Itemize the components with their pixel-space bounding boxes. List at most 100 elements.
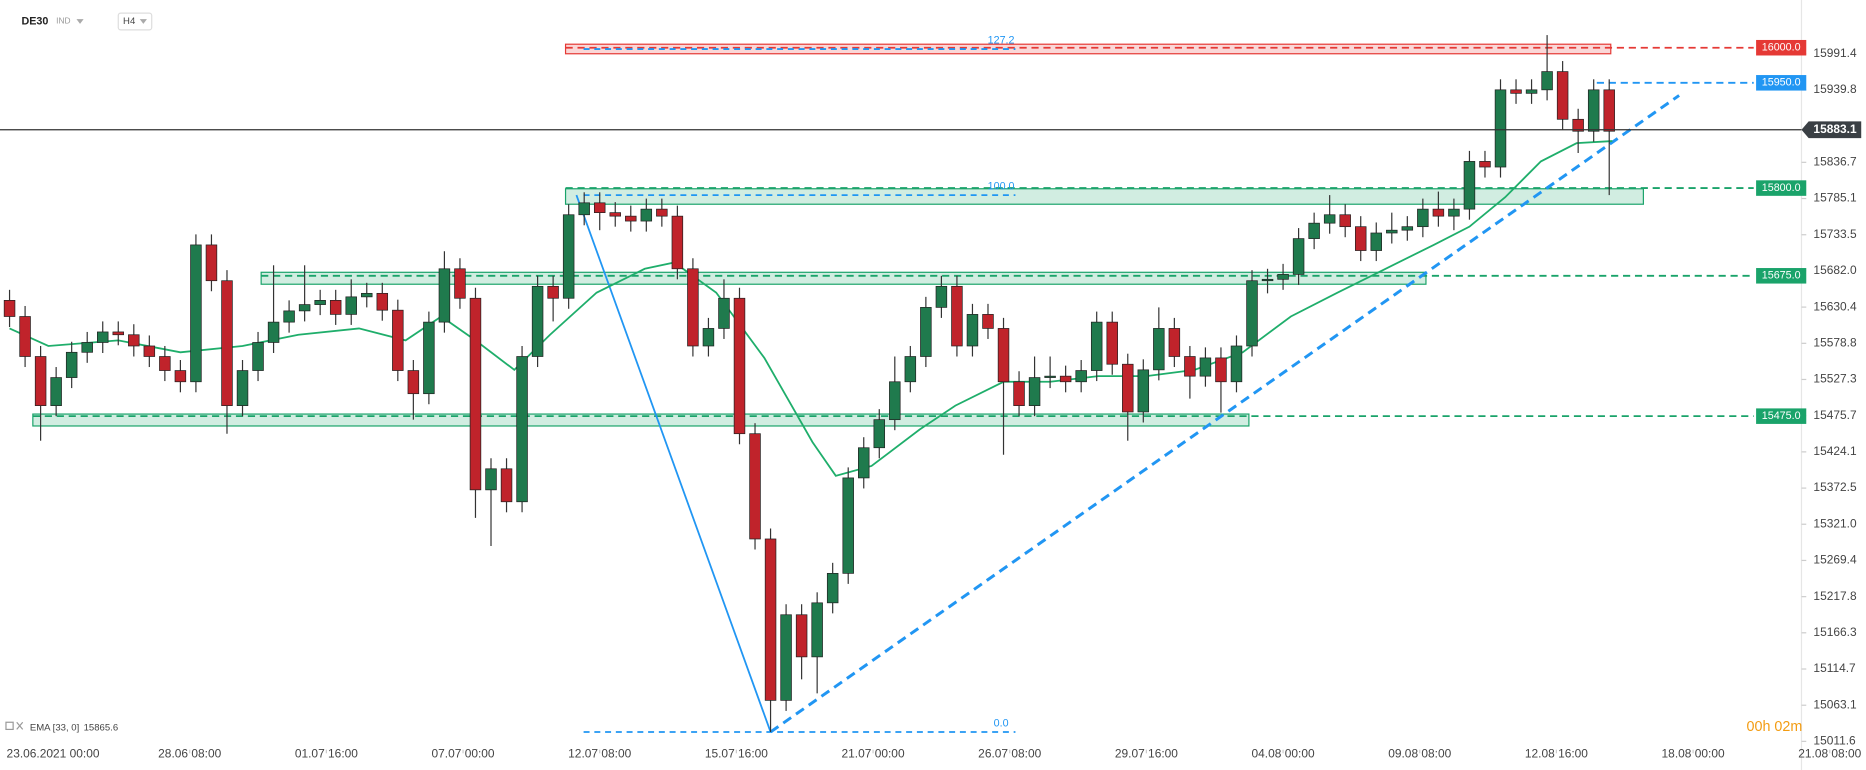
candle-body xyxy=(438,268,451,323)
candle-body xyxy=(1292,238,1305,275)
candle-body xyxy=(826,572,839,604)
y-tick-label: 15475.7 xyxy=(1813,408,1857,422)
candle-body xyxy=(1401,226,1414,231)
candle-body xyxy=(1028,377,1041,406)
candle-body xyxy=(1354,226,1367,251)
candle-body xyxy=(190,244,202,383)
candle-body xyxy=(81,342,93,353)
candle-body xyxy=(966,314,979,347)
y-tick-label: 15527.3 xyxy=(1813,372,1857,386)
candle-body xyxy=(298,304,311,312)
candle-body xyxy=(407,370,420,395)
indicator-settings-icon[interactable] xyxy=(5,721,14,731)
candle-body xyxy=(128,334,140,347)
candle-body xyxy=(1199,357,1212,377)
candle-body xyxy=(997,328,1010,383)
zone xyxy=(564,188,1644,205)
candle-body xyxy=(1184,356,1196,377)
y-tick-label: 15733.5 xyxy=(1813,227,1857,241)
candle-body xyxy=(625,215,637,222)
level-label: 15675.0 xyxy=(1762,270,1801,282)
countdown: 00h 02m xyxy=(1747,719,1803,735)
timeframe[interactable]: H4 xyxy=(123,16,136,27)
candle-body xyxy=(640,208,653,222)
candle-body xyxy=(283,310,295,323)
ema-legend-value: 15865.6 xyxy=(84,723,119,734)
x-tick-label: 23.06.2021 00:00 xyxy=(7,747,100,761)
level-label: 16000.0 xyxy=(1762,42,1801,54)
x-tick-label: 21.08 08:00 xyxy=(1798,747,1861,761)
ema-legend-name: EMA [33, 0] xyxy=(30,723,79,734)
x-tick-label: 29.07 16:00 xyxy=(1115,747,1178,761)
x-tick-label: 12.08 16:00 xyxy=(1525,747,1588,761)
candle-body xyxy=(1572,118,1584,132)
candle-body xyxy=(795,614,808,658)
last-price-label: 15883.1 xyxy=(1813,122,1857,136)
ema-line xyxy=(9,140,1613,477)
candle-body xyxy=(454,268,466,299)
candle-body xyxy=(1075,370,1087,383)
candle-body xyxy=(516,356,528,503)
zone xyxy=(564,43,1612,55)
x-tick-label: 28.06 08:00 xyxy=(158,747,221,761)
x-tick-label: 12.07 08:00 xyxy=(568,747,631,761)
candle-body xyxy=(1106,321,1118,365)
candle-body xyxy=(1448,208,1460,217)
timeframe-dropdown[interactable] xyxy=(139,19,147,24)
x-tick-label: 01.07 16:00 xyxy=(295,747,358,761)
candle-body xyxy=(1122,363,1134,413)
candle-body xyxy=(267,321,280,343)
candle-body xyxy=(562,214,575,299)
y-tick-label: 15630.4 xyxy=(1813,299,1857,313)
candle-body xyxy=(1417,208,1429,228)
candle-body xyxy=(1230,345,1243,383)
candle-body xyxy=(1308,222,1320,239)
candle-body xyxy=(205,244,218,282)
y-tick-label: 15991.4 xyxy=(1813,46,1857,60)
candle-body xyxy=(50,377,62,406)
candle-body xyxy=(174,370,187,383)
x-tick-label: 18.08 00:00 xyxy=(1662,747,1725,761)
candle-body xyxy=(65,351,78,378)
symbol[interactable]: DE30 xyxy=(22,15,49,27)
candle-body xyxy=(531,285,544,357)
indicator-remove-icon[interactable] xyxy=(16,721,24,730)
candle-body xyxy=(873,419,886,449)
timeframe-button[interactable] xyxy=(117,12,153,31)
candle-body xyxy=(920,307,932,357)
candle-body xyxy=(1215,357,1227,383)
y-tick-label: 15321.0 xyxy=(1813,516,1857,530)
market: IND xyxy=(56,16,70,26)
symbol-dropdown[interactable] xyxy=(76,19,84,24)
candle-body xyxy=(221,280,233,406)
candle-body xyxy=(1261,278,1274,282)
indicator-icons[interactable] xyxy=(5,721,24,731)
candle-body xyxy=(671,215,684,270)
x-tick-label: 21.07 00:00 xyxy=(842,747,905,761)
candle-body xyxy=(329,300,342,315)
level-label: 15800.0 xyxy=(1762,182,1801,194)
candle-body xyxy=(904,356,917,383)
candle-body xyxy=(1153,328,1165,371)
candle-body xyxy=(1246,280,1258,347)
x-tick-label: 26.07 08:00 xyxy=(978,747,1041,761)
candle-body xyxy=(1168,328,1181,357)
candle-body xyxy=(143,345,156,357)
fib-level-label: 0.0 xyxy=(994,717,1009,729)
candle-body xyxy=(469,297,482,491)
candle-body xyxy=(749,433,761,540)
candle-body xyxy=(702,328,715,347)
x-tick-label: 04.08 00:00 xyxy=(1252,747,1315,761)
y-tick-label: 15372.5 xyxy=(1813,480,1857,494)
y-tick-label: 15063.1 xyxy=(1813,697,1857,711)
fib-level-label: 100.0 xyxy=(988,181,1015,193)
candle-body xyxy=(935,285,948,308)
candle-body xyxy=(1432,208,1445,217)
level-label: 15950.0 xyxy=(1762,77,1801,89)
level-label-box xyxy=(1756,75,1807,91)
y-tick-label: 15682.0 xyxy=(1813,263,1857,277)
candle-body xyxy=(97,331,109,343)
candle-body xyxy=(500,468,513,503)
candle-body xyxy=(889,381,901,421)
